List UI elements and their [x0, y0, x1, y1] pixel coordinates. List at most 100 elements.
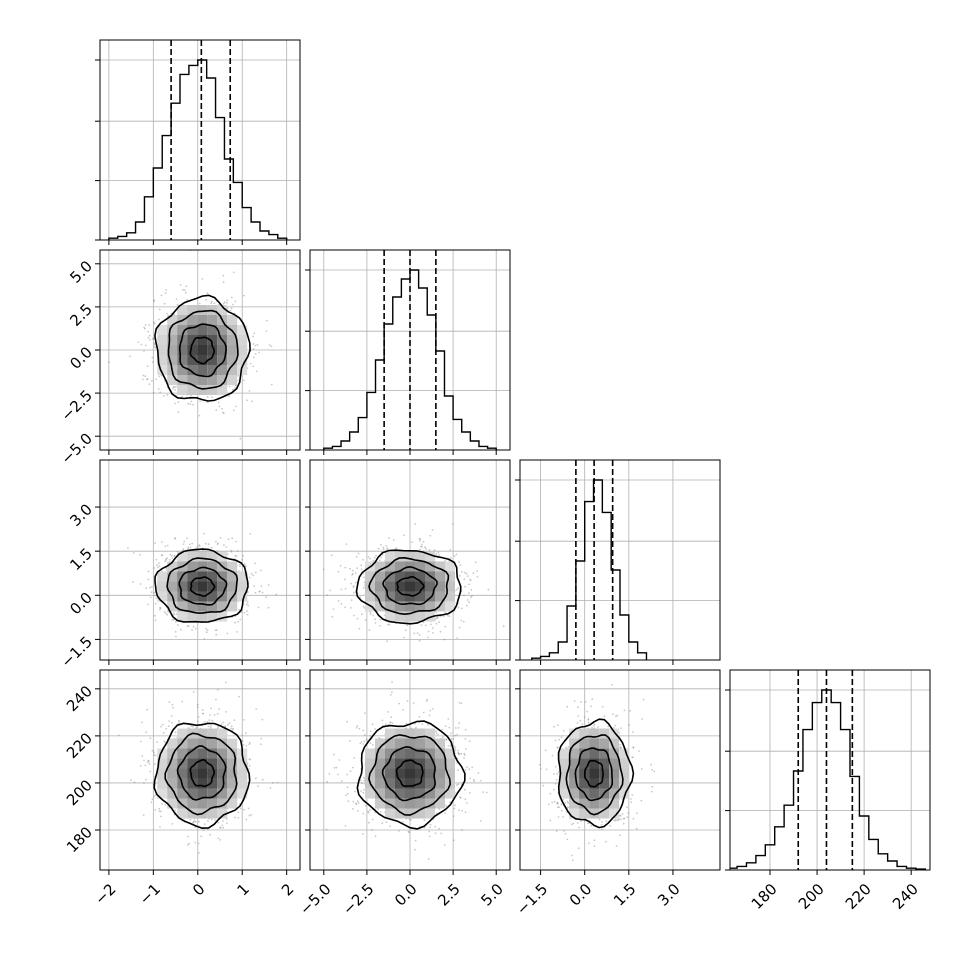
scatter-point — [153, 299, 155, 301]
scatter-point — [194, 841, 197, 844]
scatter-point — [179, 628, 182, 631]
density-cell — [157, 355, 168, 365]
density-cell — [405, 611, 415, 622]
density-cell — [217, 601, 228, 612]
scatter-point — [476, 576, 479, 578]
scatter-point — [221, 824, 224, 827]
scatter-point — [175, 613, 178, 615]
density-cell — [177, 365, 188, 375]
density-cell — [187, 808, 198, 819]
scatter-point — [165, 612, 167, 615]
scatter-point — [147, 570, 150, 573]
scatter-point — [203, 823, 206, 826]
scatter-point — [429, 534, 432, 537]
scatter-point — [235, 405, 237, 408]
scatter-point — [246, 601, 249, 603]
panel-frame-3-3 — [729, 669, 931, 871]
scatter-point — [133, 781, 136, 783]
density-cell — [197, 748, 208, 759]
density-cell — [167, 601, 178, 612]
density-cell — [395, 611, 405, 622]
density-cell — [207, 591, 218, 602]
scatter-point — [447, 744, 450, 747]
density-cell — [187, 561, 198, 572]
scatter-point — [155, 564, 158, 567]
scatter-point — [171, 703, 174, 706]
density-cell — [237, 778, 248, 789]
density-cell — [227, 345, 238, 355]
scatter-point — [367, 811, 370, 814]
contour-0-2-1 — [178, 566, 228, 606]
scatter-point — [419, 540, 421, 542]
panel-frame-0-2 — [99, 459, 301, 661]
scatter-point — [333, 753, 335, 756]
density-cell — [217, 758, 228, 769]
scatter-point — [267, 606, 270, 609]
scatter-point — [234, 300, 237, 303]
scatter-point — [261, 778, 264, 781]
scatter-point — [269, 787, 272, 789]
scatter-point — [374, 618, 376, 621]
scatter-point — [234, 554, 237, 557]
scatter-point — [198, 852, 200, 854]
scatter-point — [127, 547, 129, 549]
scatter-point — [461, 570, 463, 573]
scatter-point — [220, 723, 223, 725]
density-cell — [385, 611, 395, 622]
scatter-point — [197, 842, 200, 845]
scatter-point — [402, 636, 405, 639]
scatter-point — [154, 754, 157, 757]
density-cell — [207, 768, 218, 779]
scatter-point — [222, 302, 225, 305]
scatter-point — [238, 695, 241, 698]
scatter-point — [149, 586, 151, 589]
scatter-point — [198, 544, 201, 547]
scatter-point — [423, 819, 426, 822]
density-cell — [217, 591, 228, 602]
density-cell — [187, 551, 198, 562]
density-cell — [197, 758, 208, 769]
scatter-point — [357, 552, 360, 555]
scatter-point — [350, 582, 352, 585]
scatter-point — [362, 605, 365, 608]
density-cell — [207, 738, 218, 749]
scatter-point — [165, 567, 168, 569]
scatter-point — [353, 592, 355, 594]
density-cell — [167, 798, 178, 809]
contour-0-2-3 — [154, 548, 249, 623]
scatter-point — [246, 613, 249, 616]
scatter-point — [172, 387, 175, 390]
scatter-point — [159, 810, 162, 813]
scatter-point — [227, 538, 230, 541]
scatter-point — [186, 844, 189, 846]
density-cell — [167, 335, 178, 345]
scatter-point — [188, 543, 191, 546]
contour-0-3-3 — [153, 722, 251, 830]
scatter-point — [158, 810, 161, 813]
scatter-point — [172, 706, 174, 709]
scatter-point — [202, 712, 205, 715]
scatter-point — [194, 820, 197, 823]
scatter-point — [147, 330, 150, 333]
contour-0-3-2 — [164, 732, 238, 816]
scatter-point — [465, 802, 468, 804]
scatter-point — [275, 593, 278, 596]
density-cell — [237, 571, 248, 582]
density-cell — [187, 365, 198, 375]
scatter-point — [422, 540, 425, 543]
scatter-point — [265, 596, 268, 599]
density-cell — [217, 365, 228, 375]
scatter-point — [230, 296, 233, 299]
scatter-point — [259, 743, 262, 746]
scatter-point — [420, 624, 423, 626]
scatter-point — [205, 631, 208, 634]
scatter-point — [255, 708, 258, 710]
scatter-point — [189, 818, 192, 821]
scatter-panel-0-1 — [95, 249, 301, 455]
density-cell — [197, 798, 208, 809]
density-cell — [207, 611, 218, 622]
density-cell — [405, 591, 415, 602]
density-cell — [167, 768, 178, 779]
density-cells-1-2 — [365, 551, 455, 622]
density-cell — [197, 375, 208, 385]
